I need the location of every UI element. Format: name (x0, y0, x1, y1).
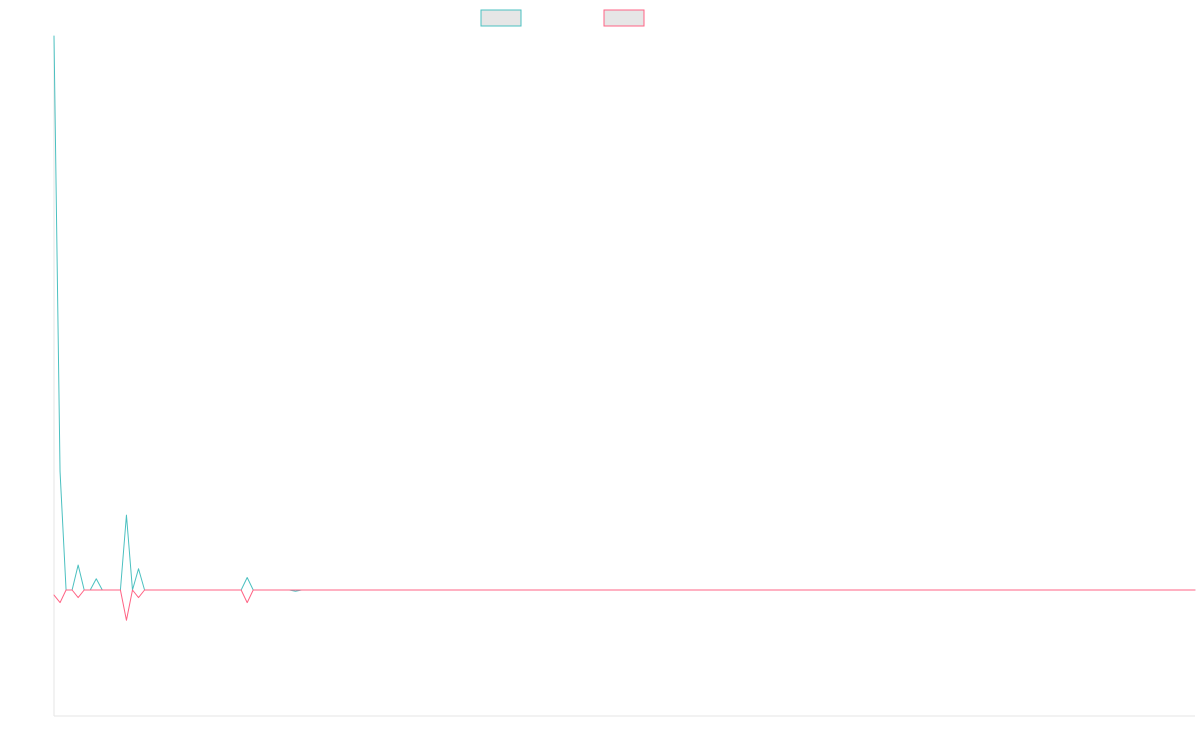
series-teal-line (53, 35, 1196, 592)
legend (480, 9, 645, 27)
legend-series-red-swatch (603, 9, 645, 27)
series-red-line (53, 589, 1196, 621)
legend-series-teal-swatch (480, 9, 522, 27)
